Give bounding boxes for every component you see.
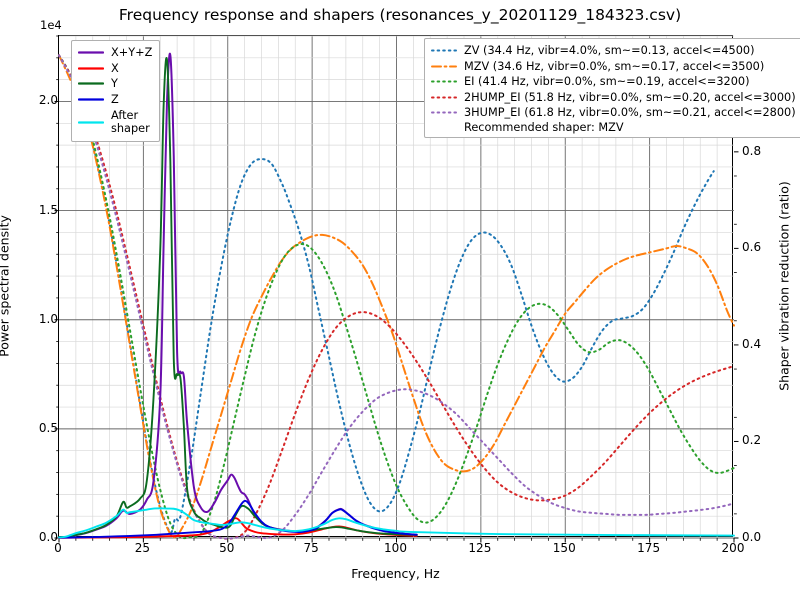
legend-label: X	[111, 61, 119, 75]
y-tick-label-right: 0.4	[742, 336, 762, 351]
legend-swatch-icon	[78, 93, 104, 106]
legend-swatch-icon	[431, 75, 457, 88]
x-axis-label: Frequency, Hz	[351, 566, 440, 581]
legend-item-undefined[interactable]: EI (41.4 Hz, vibr=0.0%, sm~=0.19, accel<…	[431, 74, 796, 90]
recommended-shaper-note: Recommended shaper: MZV	[464, 120, 624, 134]
x-tick-label: 125	[468, 541, 492, 555]
y-axis-left-label-wrap: Power spectral density	[0, 35, 17, 537]
legend-item-x-y-z[interactable]: X+Y+Z	[78, 45, 152, 61]
legend-swatch-icon	[431, 106, 457, 119]
legend-item-undefined[interactable]: MZV (34.6 Hz, vibr=0.0%, sm~=0.17, accel…	[431, 59, 796, 75]
legend-swatch-icon	[78, 46, 104, 59]
legend-label: X+Y+Z	[111, 46, 153, 59]
legend-label: ZV (34.4 Hz, vibr=4.0%, sm~=0.13, accel<…	[464, 44, 755, 57]
y-tick-label-right: 0.6	[742, 240, 762, 255]
legend-item-z[interactable]: Z	[78, 92, 152, 108]
y-tick-label-left: 1.5	[38, 202, 58, 217]
legend-shapers: ZV (34.4 Hz, vibr=4.0%, sm~=0.13, accel<…	[424, 38, 800, 138]
x-tick-label: 100	[384, 541, 407, 555]
x-tick-label: 175	[637, 541, 661, 555]
data-curves	[58, 52, 735, 540]
y-tick-label-left: 0.0	[38, 530, 58, 544]
y-tick-label-right: 0.8	[742, 143, 762, 158]
x-tick-label: 150	[552, 541, 576, 555]
y-tick-label-left: 2.0	[38, 93, 58, 108]
legend-item-undefined[interactable]: ZV (34.4 Hz, vibr=4.0%, sm~=0.13, accel<…	[431, 43, 796, 59]
y-axis-left-label: Power spectral density	[0, 215, 12, 357]
legend-swatch-icon	[78, 62, 104, 75]
legend-psd: X+Y+Z X Y Z After shaper	[71, 40, 161, 142]
legend-item-x[interactable]: X	[78, 61, 152, 77]
legend-swatch-icon	[431, 44, 457, 57]
x-tick-label: 75	[303, 541, 319, 555]
legend-item-after-shaper[interactable]: After shaper	[78, 107, 152, 137]
legend-swatch-icon	[78, 77, 104, 90]
legend-label: Y	[111, 77, 118, 90]
x-tick-label: 200	[721, 541, 745, 555]
legend-label: 2HUMP_EI (51.8 Hz, vibr=0.0%, sm~=0.20, …	[464, 90, 796, 104]
legend-label: MZV (34.6 Hz, vibr=0.0%, sm~=0.17, accel…	[464, 59, 765, 73]
legend-item-undefined[interactable]: 2HUMP_EI (51.8 Hz, vibr=0.0%, sm~=0.20, …	[431, 90, 796, 106]
chart-title: Frequency response and shapers (resonanc…	[118, 6, 682, 24]
legend-swatch-icon	[78, 116, 104, 129]
legend-swatch-icon	[431, 91, 457, 104]
y-tick-label-right: 0.2	[742, 433, 762, 448]
x-tick-label: 0	[54, 541, 62, 555]
x-tick-label: 25	[134, 541, 151, 555]
x-tick-label: 50	[219, 541, 235, 555]
y-axis-right-label: Shaper vibration reduction (ratio)	[776, 181, 792, 391]
y-tick-label-left: 1.0	[38, 311, 58, 326]
legend-label: Z	[111, 92, 119, 106]
y-tick-label-right: 0.0	[742, 530, 762, 544]
legend-item-undefined[interactable]: 3HUMP_EI (61.8 Hz, vibr=0.0%, sm~=0.21, …	[431, 105, 796, 121]
legend-label: 3HUMP_EI (61.8 Hz, vibr=0.0%, sm~=0.21, …	[464, 106, 796, 119]
legend-item-y[interactable]: Y	[78, 76, 152, 92]
legend-label: EI (41.4 Hz, vibr=0.0%, sm~=0.19, accel<…	[464, 75, 750, 88]
y-tick-label-left: 0.5	[38, 420, 58, 435]
y-axis-offset-text: 1e4	[40, 18, 62, 32]
legend-swatch-icon	[431, 60, 457, 73]
legend-label: After shaper	[111, 108, 150, 136]
plot-area	[54, 35, 739, 543]
